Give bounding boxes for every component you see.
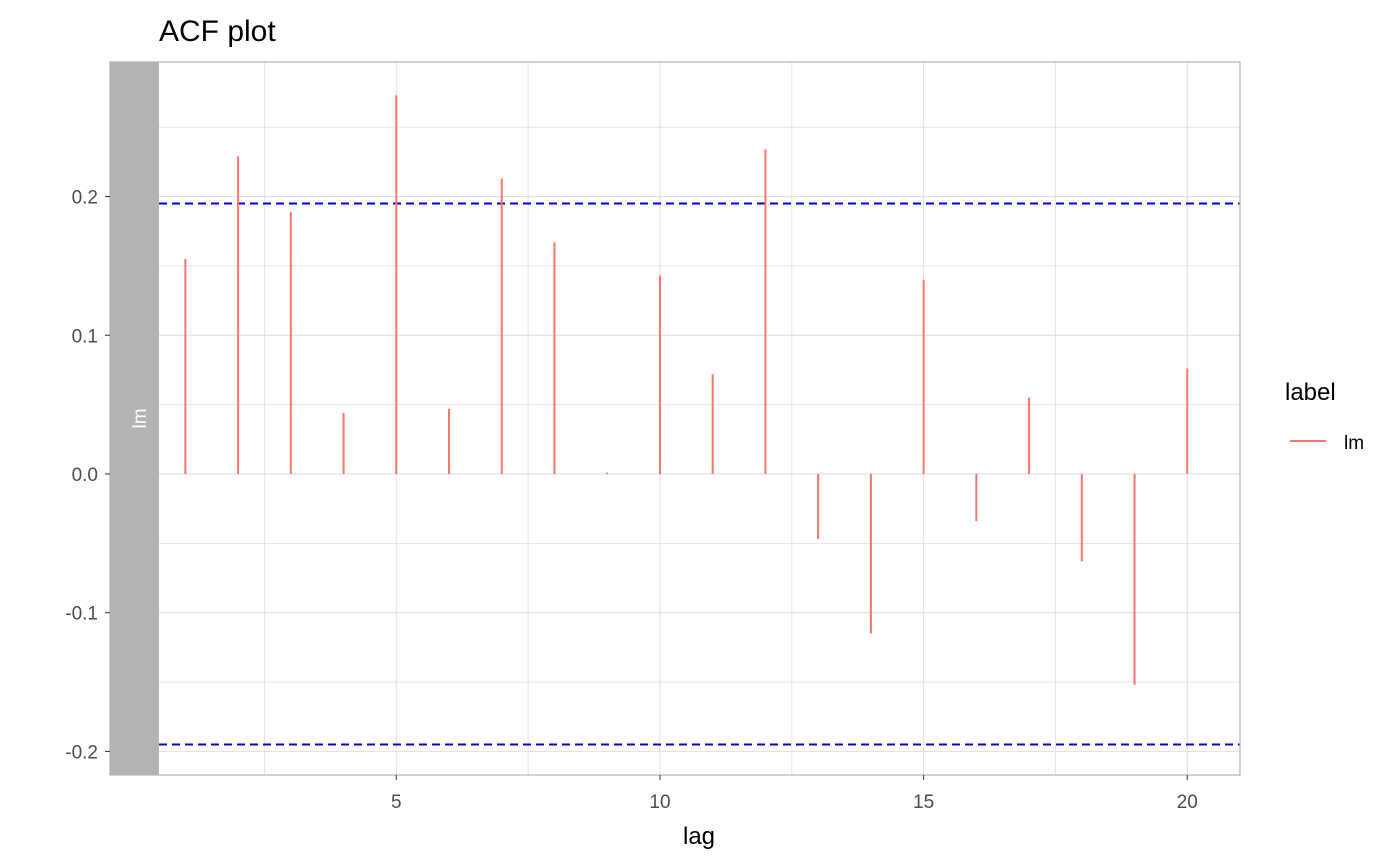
- x-tick-label: 20: [1177, 792, 1198, 813]
- facet-strip: lm: [110, 62, 159, 775]
- x-axis-title: lag: [683, 823, 715, 850]
- y-tick-label: 0.2: [72, 188, 98, 209]
- facet-strip-label: lm: [130, 408, 151, 428]
- x-axis: 5 10 15 20: [391, 775, 1198, 813]
- y-tick-label: -0.1: [65, 604, 98, 625]
- chart-title: ACF plot: [159, 15, 276, 48]
- legend-entry-lm: lm: [1344, 433, 1364, 454]
- acf-bars: [184, 95, 1189, 685]
- facet-strip-background: [110, 62, 159, 775]
- panel-border: [109, 61, 1241, 776]
- plot-area: [109, 61, 1241, 776]
- grid: [159, 62, 1240, 775]
- y-axis: -0.2 -0.1 0.0 0.1 0.2: [65, 188, 110, 763]
- y-tick-label: 0.1: [72, 326, 98, 347]
- legend-title: label: [1285, 379, 1336, 406]
- legend: label lm: [1285, 379, 1364, 454]
- y-tick-label: 0.0: [72, 465, 98, 486]
- x-tick-label: 5: [391, 792, 402, 813]
- y-tick-label: -0.2: [65, 742, 98, 763]
- confidence-bounds: [159, 202, 1240, 746]
- x-tick-label: 10: [649, 792, 670, 813]
- x-tick-label: 15: [913, 792, 934, 813]
